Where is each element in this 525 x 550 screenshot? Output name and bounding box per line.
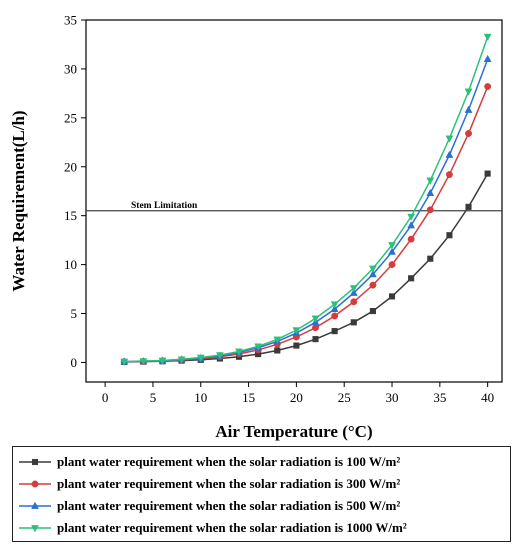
data-point <box>196 354 205 362</box>
data-point <box>350 298 358 306</box>
data-point <box>349 285 358 293</box>
y-tick-label: 25 <box>64 110 77 125</box>
legend-label: plant water requirement when the solar r… <box>57 476 366 491</box>
data-point <box>368 265 377 273</box>
legend-swatch <box>19 525 51 533</box>
plot-frame <box>85 19 503 383</box>
x-tick-label: 40 <box>481 390 494 405</box>
data-point <box>426 206 434 214</box>
legend-item: plant water requirement when the solar r… <box>19 473 504 495</box>
data-point <box>445 171 453 179</box>
data-point <box>445 150 454 158</box>
legend-swatch <box>19 501 51 509</box>
series-line <box>124 36 489 363</box>
x-tick-label: 10 <box>194 390 207 405</box>
x-tick-label: 30 <box>386 390 399 405</box>
legend: plant water requirement when the solar r… <box>12 446 511 542</box>
series-layer <box>120 33 492 366</box>
data-point <box>483 33 492 41</box>
legend-label: plant water requirement when the solar r… <box>57 520 373 535</box>
data-point <box>331 328 338 335</box>
data-point <box>215 352 224 360</box>
data-point <box>445 135 454 143</box>
data-point <box>407 213 416 221</box>
x-tick-label: 15 <box>242 390 255 405</box>
data-point <box>465 203 472 210</box>
series-line <box>124 86 489 363</box>
y-tick-label: 5 <box>71 306 78 321</box>
data-point <box>426 188 435 197</box>
data-point <box>158 357 167 365</box>
data-point <box>484 170 491 177</box>
x-axis-title: Air Temperature (°C) <box>215 422 372 441</box>
legend-item: plant water requirement when the solar r… <box>19 451 504 473</box>
data-point <box>292 327 301 335</box>
x-tick-label: 35 <box>433 390 446 405</box>
data-point <box>312 336 319 343</box>
data-point <box>312 324 319 332</box>
axis-layer: 0 5 10 15 20 25 30 35 40 0 5 10 15 20 25 30 35 <box>64 13 494 406</box>
legend-unit: W/m² <box>368 476 401 491</box>
data-point <box>31 525 39 533</box>
y-tick-label: 15 <box>64 208 77 223</box>
legend-unit: W/m² <box>368 498 401 513</box>
data-point <box>388 247 396 255</box>
data-point <box>139 358 148 366</box>
data-point <box>388 293 396 300</box>
legend-unit: W/m² <box>375 520 407 535</box>
data-point <box>368 270 377 278</box>
data-point <box>350 319 357 326</box>
data-point <box>254 343 263 351</box>
data-point <box>464 105 473 113</box>
data-point <box>177 356 186 364</box>
data-point <box>311 315 320 323</box>
y-axis-title: Water Requirement(L/h) <box>9 110 28 291</box>
data-point <box>427 255 434 262</box>
y-tick-label: 35 <box>64 13 77 28</box>
stem-limitation-label: Stem Limitation <box>131 201 198 211</box>
data-point <box>31 480 39 488</box>
data-point <box>426 177 435 185</box>
data-point <box>484 83 492 90</box>
x-tick-label: 25 <box>338 390 351 405</box>
legend-item: plant water requirement when the solar r… <box>19 495 504 517</box>
data-point <box>464 88 473 96</box>
data-point <box>293 342 300 349</box>
legend-unit: W/m² <box>368 454 401 469</box>
y-tick-label: 20 <box>64 159 77 174</box>
legend-label: plant water requirement when the solar r… <box>57 454 366 469</box>
legend-item: plant water requirement when the solar r… <box>19 517 504 539</box>
data-point <box>446 232 453 239</box>
y-tick-label: 10 <box>64 257 77 272</box>
data-point <box>331 312 339 320</box>
reference-layer: Stem Limitation <box>86 201 502 212</box>
x-tick-label: 5 <box>150 390 157 405</box>
chart: Stem Limitation 0 5 10 15 20 25 30 35 40 0 5 10 15 20… <box>9 13 503 441</box>
series-2 <box>120 83 492 366</box>
legend-swatch <box>19 458 51 466</box>
legend-label: plant water requirement when the solar r… <box>57 498 366 513</box>
data-point <box>369 281 377 289</box>
series-4 <box>120 33 492 366</box>
legend-swatch <box>19 480 51 488</box>
x-tick-label: 0 <box>102 390 109 405</box>
data-point <box>31 501 39 509</box>
data-point <box>388 242 396 250</box>
data-point <box>120 358 129 366</box>
data-point <box>483 54 492 62</box>
y-tick-label: 0 <box>71 355 78 370</box>
data-point <box>408 275 415 282</box>
y-tick-label: 30 <box>64 61 77 76</box>
data-point <box>274 347 281 354</box>
data-point <box>235 348 243 356</box>
data-point <box>388 261 396 269</box>
data-point <box>369 308 376 315</box>
data-point <box>31 458 39 466</box>
x-tick-label: 20 <box>290 390 303 405</box>
data-point <box>330 301 339 309</box>
data-point <box>407 221 416 229</box>
data-point <box>273 336 282 344</box>
data-point <box>465 130 472 137</box>
data-point <box>407 235 415 243</box>
